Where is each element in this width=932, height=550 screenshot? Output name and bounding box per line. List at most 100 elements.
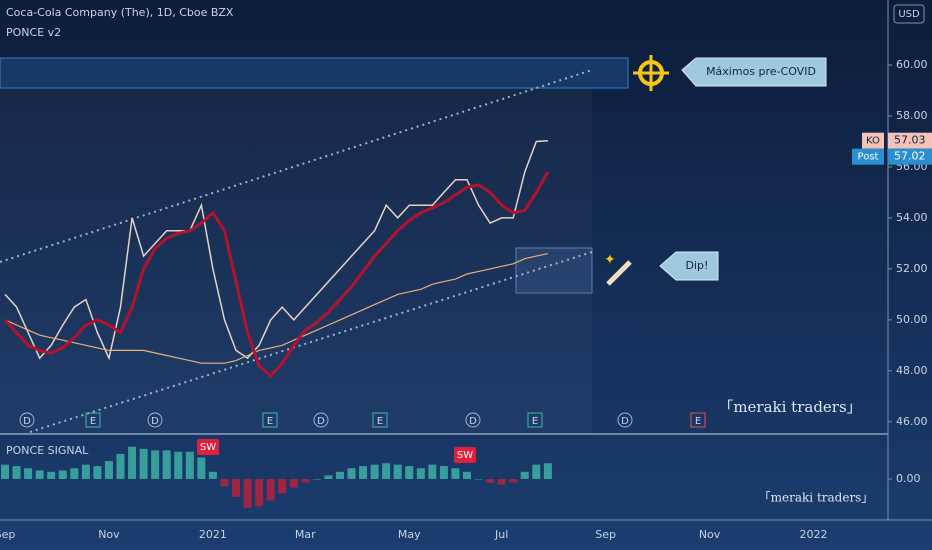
bar [301,479,310,483]
watermark: 「meraki traders」 [759,491,874,505]
bar [278,479,287,494]
price-tag-box [888,132,932,149]
event-label: D [469,416,477,427]
event-label: D [23,416,31,427]
price-tag-box [852,148,884,165]
series-line [4,253,549,364]
bar [382,463,391,479]
channel-shade [0,88,592,434]
x-tick-label: 2022 [800,528,828,541]
annotation: Dip! [686,259,709,272]
x-tick-label: 2021 [199,528,227,541]
y-tick-label: 0.00 [896,472,921,485]
bar [324,475,333,479]
event-label: E [90,416,96,427]
event-label: E [695,416,701,427]
bar [347,468,356,479]
bar [486,479,495,483]
signal-label: SW [457,450,473,461]
indicator-name: PONCE v2 [6,26,61,39]
x-tick-label: Nov [98,528,120,541]
bar [405,466,414,479]
bar [93,466,102,479]
bar [162,450,171,479]
bar [104,461,113,479]
bar [289,479,298,488]
chart-title: Coca-Cola Company (The), 1D, Cboe BZX [6,6,234,19]
currency-box[interactable] [893,4,925,24]
series-line [3,171,550,379]
post-price: 57.02 [894,150,926,163]
bar [463,471,471,479]
channel-lower [29,251,593,433]
bar [474,479,483,480]
channel-upper [0,69,593,263]
bar [428,464,437,479]
annotation: Máximos pre-COVID [706,65,816,78]
series-line [4,139,548,361]
x-tick-label: Jul [494,528,508,541]
bar [12,466,21,479]
price-tag-label: Post [858,152,879,163]
price-tag-box [862,132,884,149]
bar [174,451,183,479]
y-tick-label: 54.00 [896,211,928,224]
bar [451,468,460,479]
bar [243,479,252,508]
y-tick-label: 46.00 [896,415,928,428]
y-tick-label: 58.00 [896,109,928,122]
event-marker [19,412,35,428]
bar [81,464,90,479]
watermark: 「meraki traders」 [718,398,861,416]
bar [220,479,229,487]
bar [543,463,552,479]
wand-icon: ✦ [604,252,632,286]
bar [359,466,368,479]
signal-label: SW [200,442,216,453]
event-marker [465,412,481,428]
event-label: E [377,416,383,427]
x-tick-label: May [398,528,421,541]
bar [116,453,125,479]
bar [139,448,148,479]
bar [1,464,9,479]
bar [70,468,79,479]
bar [416,468,425,479]
bar [312,479,321,480]
bar [208,471,217,479]
bar [266,479,275,501]
price-tag-label: KO [866,136,880,147]
currency[interactable]: USD [898,9,920,20]
sparkle: ✦ [604,252,616,268]
event-label: D [621,416,629,427]
signal-box [454,447,476,463]
bar [58,470,67,479]
x-tick-label: Mar [295,528,316,541]
event-label: E [532,416,538,427]
event-marker [690,412,706,428]
bar [35,470,44,479]
event-label: D [151,416,159,427]
event-marker [617,412,633,428]
event-marker [527,412,543,428]
callout-box [659,251,719,281]
indicator-title: PONCE SIGNAL [6,444,89,457]
bar [47,471,56,479]
event-marker [85,412,101,428]
target-icon [633,55,669,91]
x-tick-label: Sep [0,528,15,541]
signal-box [197,439,219,455]
bar [151,450,160,479]
y-tick-label: 60.00 [896,58,928,71]
callout-box [681,57,827,87]
y-tick-label: 50.00 [896,313,928,326]
bar [532,464,541,479]
x-tick-label: Nov [699,528,721,541]
event-marker [372,412,388,428]
event-marker [262,412,278,428]
bar [497,479,506,485]
bar [439,466,448,479]
bar [24,468,33,479]
y-tick-label: 52.00 [896,262,928,275]
